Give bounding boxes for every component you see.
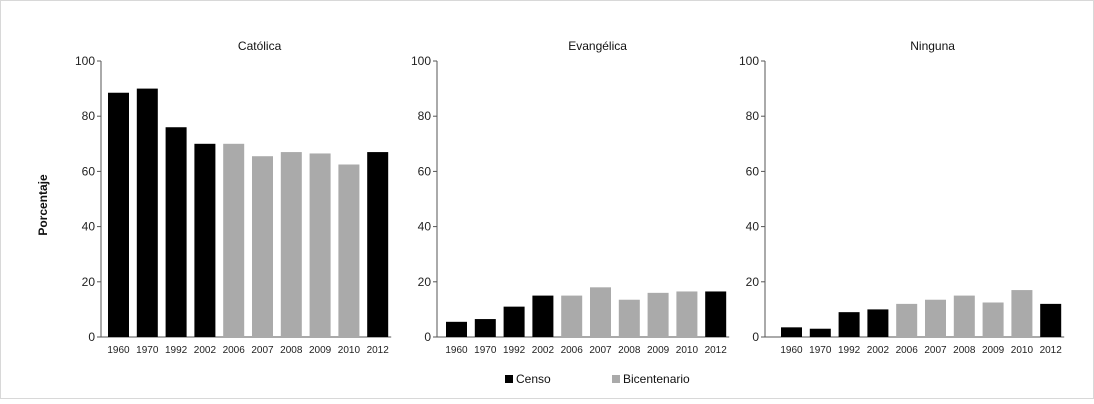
y-tick-label: 20	[82, 275, 96, 289]
x-tick-label: 2007	[251, 345, 274, 356]
bar-evangelica-2006	[561, 295, 583, 337]
x-tick-label: 2008	[280, 345, 303, 356]
x-tick-label: 1960	[107, 345, 130, 356]
panel-ninguna: Ninguna 0 20 40 60 80 100 1960 1970 1992 2002 2006 2…	[739, 39, 1065, 356]
y-tick-label: 0	[424, 330, 431, 344]
bar-ninguna-2007	[925, 299, 946, 337]
panel-catolica: Católica 0 20 40 60 80 100 1960 1970 1992 2002 2006…	[75, 39, 392, 356]
bar-catolica-2010	[338, 164, 360, 337]
x-tick-label: 2006	[223, 345, 246, 356]
bar-catolica-1992	[165, 127, 187, 338]
y-tick-label: 80	[82, 109, 96, 123]
bar-ninguna-2010	[1011, 290, 1033, 337]
y-tick-label: 40	[746, 220, 760, 234]
bar-ninguna-1992	[838, 312, 860, 337]
bar-ninguna-2012	[1040, 303, 1062, 337]
x-tick-label: 1960	[780, 345, 803, 356]
x-tick-label: 2010	[338, 345, 361, 356]
x-tick-label: 2002	[532, 345, 555, 356]
x-tick-label: 2008	[953, 345, 976, 356]
y-tick-label: 40	[82, 220, 96, 234]
x-tick-label: 2009	[982, 345, 1005, 356]
y-tick-label: 100	[411, 54, 431, 68]
bar-catolica-2007	[252, 156, 273, 337]
y-tick-label: 80	[418, 109, 432, 123]
bar-evangelica-1970	[474, 319, 496, 337]
bar-evangelica-1960	[446, 321, 467, 337]
bar-ninguna-2002	[867, 309, 889, 337]
legend-label-censo: Censo	[516, 372, 551, 386]
x-tick-label: 2010	[1011, 345, 1034, 356]
bar-ninguna-2009	[982, 302, 1004, 337]
x-tick-label: 2012	[705, 345, 728, 356]
bar-ninguna-2006	[896, 303, 918, 337]
x-tick-label: 1970	[474, 345, 497, 356]
x-tick-label: 2002	[867, 345, 890, 356]
x-tick-label: 1970	[809, 345, 832, 356]
bar-ninguna-2008	[953, 295, 975, 337]
bar-catolica-1970	[136, 88, 158, 337]
legend-swatch-censo	[505, 375, 513, 383]
x-tick-label: 2012	[1040, 345, 1063, 356]
y-tick-label: 0	[88, 330, 95, 344]
bar-evangelica-2002	[532, 295, 554, 337]
y-tick-label: 60	[746, 164, 760, 178]
y-tick-label: 0	[752, 330, 759, 344]
bar-evangelica-2008	[618, 299, 640, 337]
x-tick-label: 2006	[896, 345, 919, 356]
legend-swatch-bicentenario	[612, 375, 620, 383]
x-tick-label: 2008	[618, 345, 641, 356]
panel-title-ninguna: Ninguna	[910, 39, 955, 53]
x-tick-label: 2010	[676, 345, 699, 356]
y-tick-label: 100	[75, 54, 95, 68]
bar-ninguna-1960	[781, 327, 802, 337]
bar-evangelica-2007	[590, 287, 611, 337]
x-tick-label: 2002	[194, 345, 217, 356]
legend: Censo Bicentenario	[505, 372, 690, 386]
y-tick-label: 60	[418, 164, 432, 178]
bar-evangelica-2010	[676, 291, 698, 337]
bar-evangelica-2009	[647, 292, 669, 337]
x-tick-label: 2012	[367, 345, 390, 356]
bar-catolica-1960	[108, 92, 129, 338]
y-tick-label: 20	[418, 275, 432, 289]
legend-label-bicentenario: Bicentenario	[623, 372, 690, 386]
x-tick-label: 2007	[589, 345, 612, 356]
bar-ninguna-1970	[809, 328, 831, 337]
bar-catolica-2002	[194, 143, 216, 337]
x-tick-label: 2007	[924, 345, 947, 356]
panel-title-catolica: Católica	[238, 39, 282, 53]
panel-title-evangelica: Evangélica	[568, 39, 627, 53]
bar-evangelica-1992	[503, 306, 525, 337]
y-tick-label: 40	[418, 220, 432, 234]
panel-evangelica: Evangélica 0 20 40 60 80 100 1960 1970 1992 2002 20…	[411, 39, 730, 356]
bar-catolica-2009	[309, 153, 331, 337]
x-tick-label: 1992	[838, 345, 861, 356]
bar-evangelica-2012	[705, 291, 727, 337]
x-tick-label: 2009	[647, 345, 670, 356]
x-tick-label: 1992	[503, 345, 526, 356]
x-tick-label: 2009	[309, 345, 332, 356]
y-tick-label: 80	[746, 109, 760, 123]
x-tick-label: 1992	[165, 345, 188, 356]
x-tick-label: 1970	[136, 345, 159, 356]
bar-catolica-2012	[367, 152, 389, 337]
x-tick-label: 1960	[445, 345, 468, 356]
bar-catolica-2006	[223, 143, 245, 337]
bar-catolica-2008	[280, 152, 302, 337]
y-tick-label: 20	[746, 275, 760, 289]
y-tick-label: 60	[82, 164, 96, 178]
y-tick-label: 100	[739, 54, 759, 68]
x-tick-label: 2006	[561, 345, 584, 356]
y-axis-label: Porcentaje	[36, 174, 50, 236]
